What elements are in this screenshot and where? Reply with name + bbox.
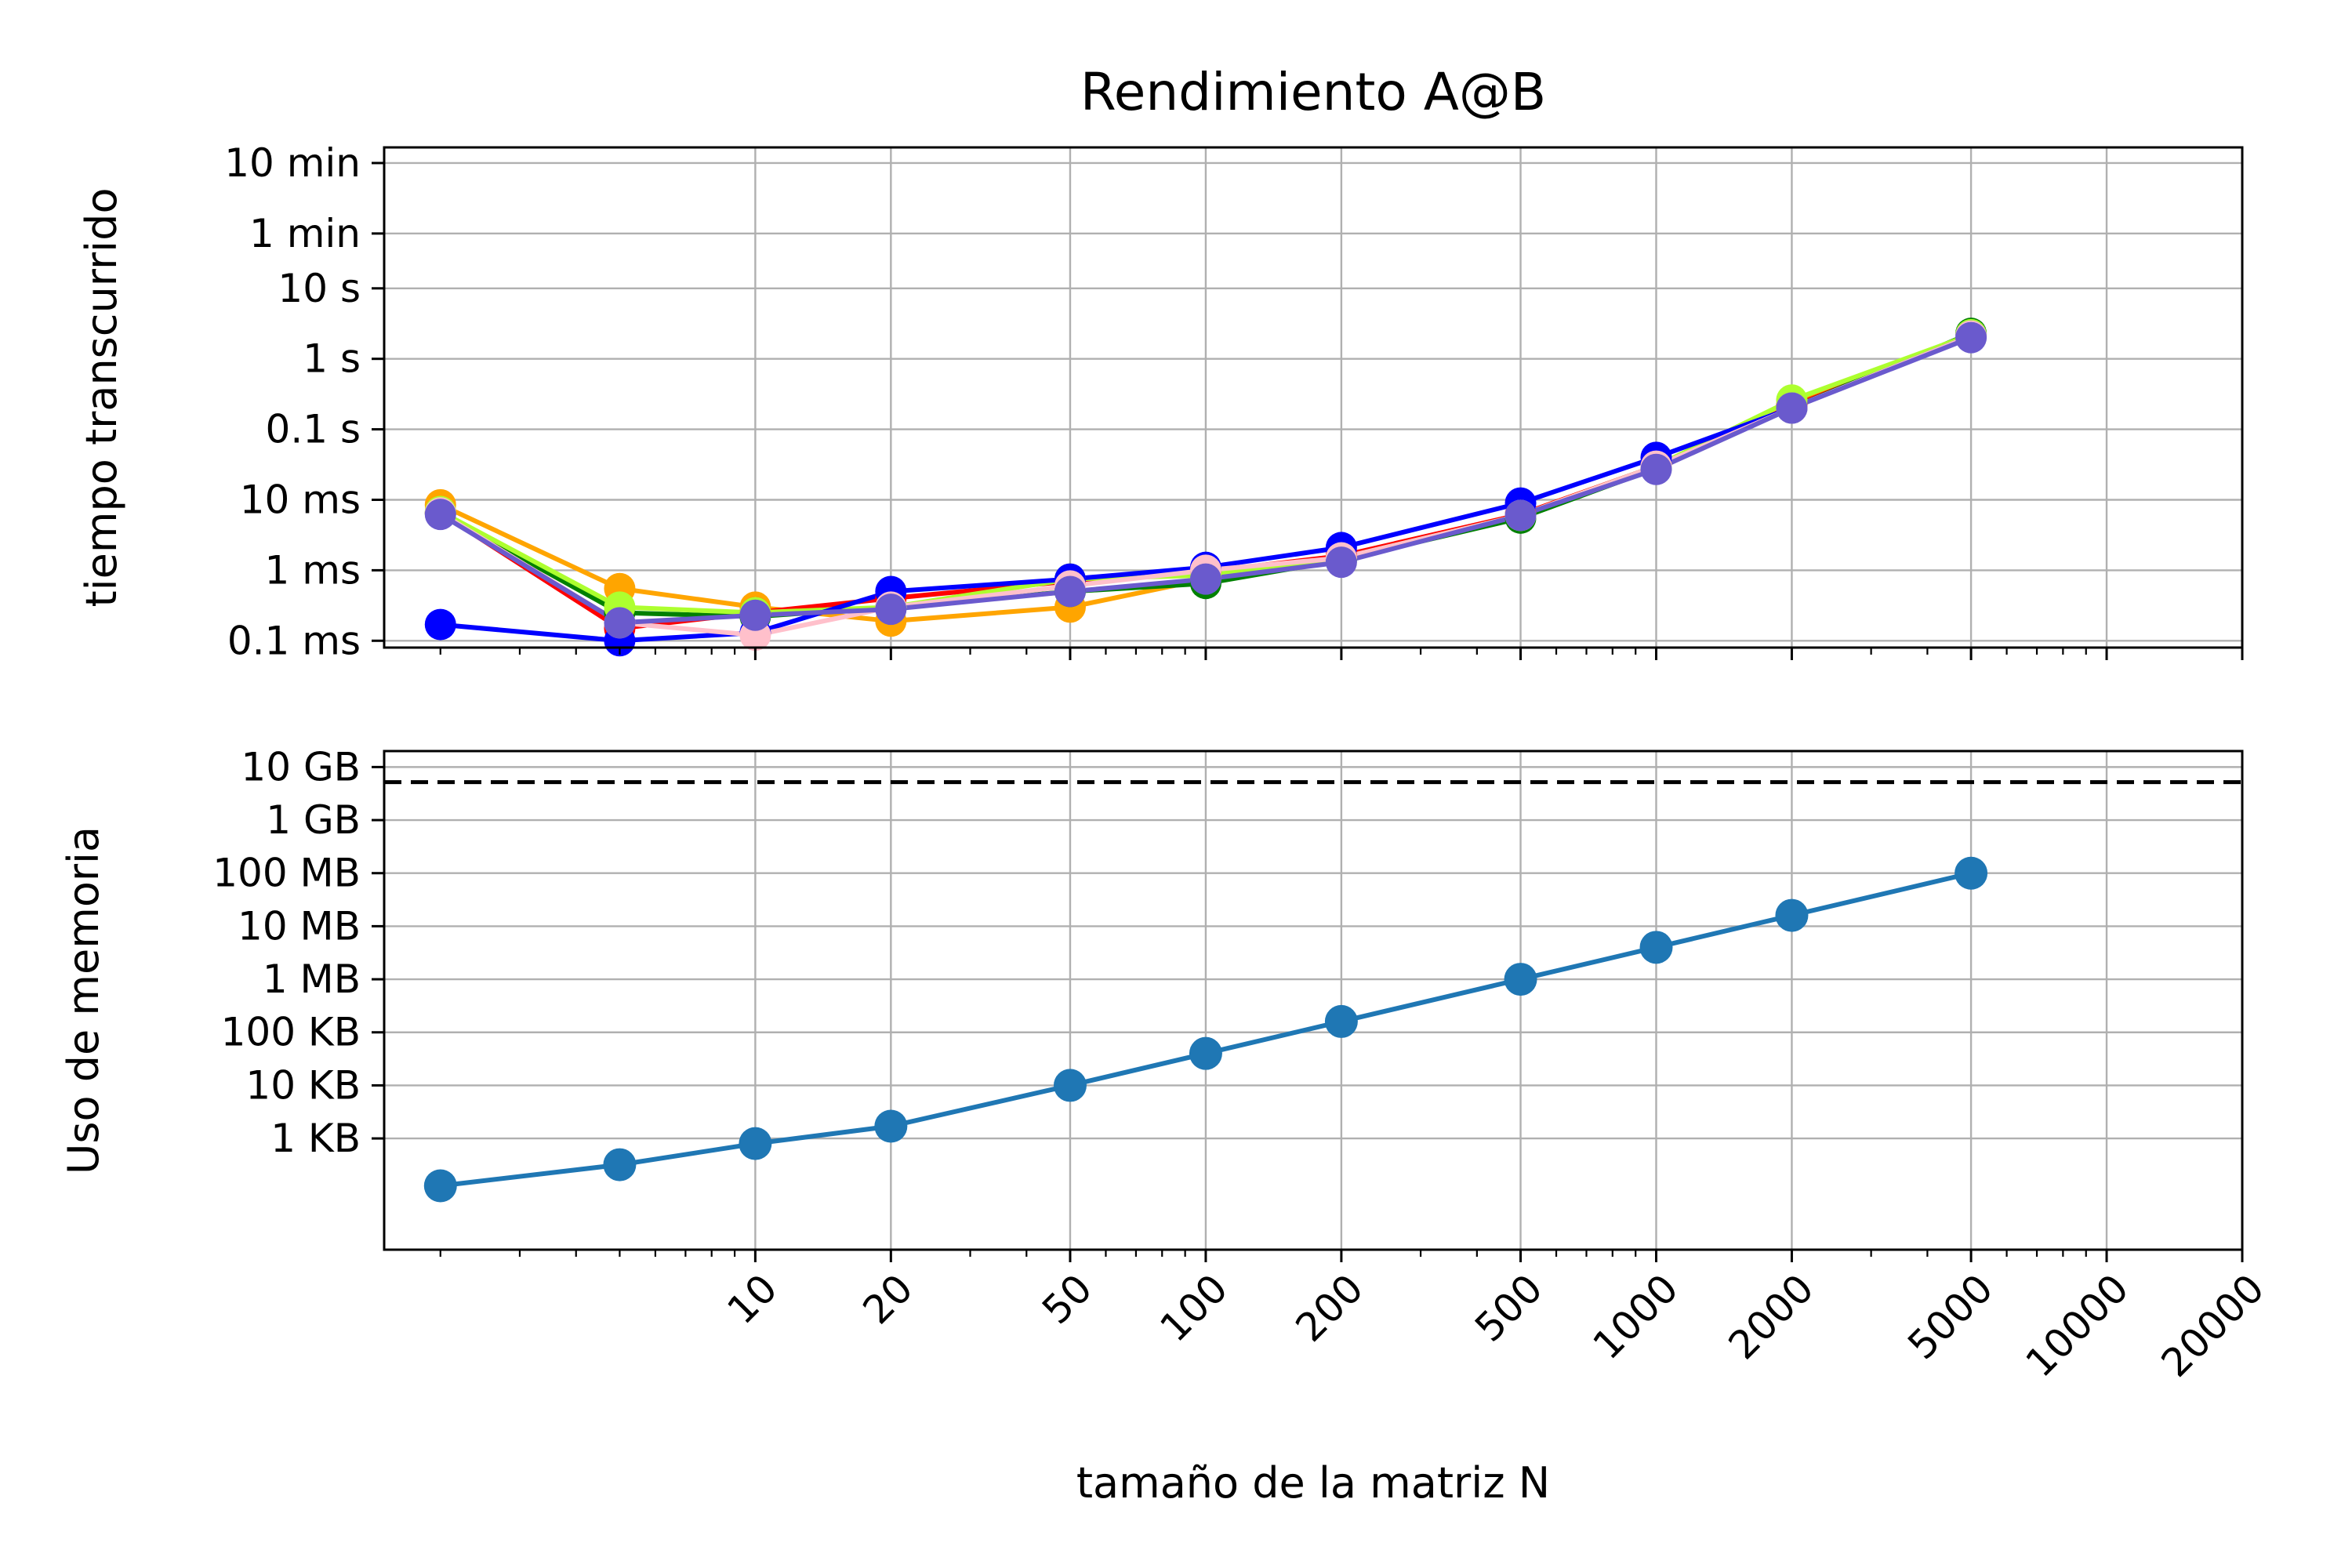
time-point-6-1	[604, 607, 636, 639]
time-point-6-10	[1955, 321, 1987, 354]
time-ytick-label: 0.1 ms	[227, 618, 361, 663]
time-point-4-0	[424, 608, 456, 641]
time-point-6-4	[1054, 575, 1086, 608]
memory-point-0-5	[1189, 1036, 1222, 1070]
time-series-points	[424, 318, 1987, 657]
memory-point-0-1	[603, 1148, 637, 1181]
memory-axes-frame	[383, 750, 2244, 1251]
memory-point-0-6	[1324, 1004, 1358, 1038]
memory-point-0-4	[1053, 1069, 1087, 1102]
memory-series-points	[423, 856, 1988, 1203]
time-point-6-9	[1776, 392, 1808, 424]
time-ytick-label: 1 ms	[265, 547, 361, 593]
time-point-6-6	[1325, 546, 1357, 579]
memory-y-axis-label: Uso de memoria	[59, 826, 108, 1174]
memory-grid	[384, 751, 2244, 1250]
memory-ytick-label: 10 KB	[245, 1062, 361, 1108]
time-ytick-label: 10 ms	[240, 477, 361, 522]
memory-point-0-2	[739, 1127, 772, 1160]
time-point-6-5	[1189, 563, 1221, 595]
memory-point-0-8	[1639, 931, 1673, 964]
chart-title: Rendimiento A@B	[1080, 62, 1546, 122]
memory-ytick-label: 100 KB	[221, 1010, 361, 1055]
memory-ytick-label: 10 GB	[241, 744, 361, 789]
time-ytick-label: 1 s	[303, 336, 361, 382]
time-panel: 0.1 ms 1 ms 10 ms 0.1 s 1 s 10 s 1 min 10 min R…	[77, 62, 2244, 663]
time-ytick-label: 10 s	[278, 266, 361, 311]
x-axis-label: tamaño de la matriz N	[1076, 1458, 1550, 1508]
time-ticks: 0.1 ms 1 ms 10 ms 0.1 s 1 s 10 s 1 min 10 min	[224, 140, 2244, 663]
time-ytick-label: 10 min	[224, 140, 361, 186]
memory-ytick-label: 100 MB	[212, 851, 361, 896]
memory-ytick-label: 10 MB	[238, 903, 361, 949]
time-point-6-8	[1640, 453, 1672, 485]
memory-point-0-0	[423, 1169, 457, 1203]
memory-ytick-label: 1 MB	[263, 956, 361, 1002]
memory-point-0-3	[874, 1109, 908, 1143]
time-point-6-2	[739, 599, 771, 631]
time-ytick-label: 1 min	[249, 211, 361, 256]
time-y-axis-label: tiempo transcurrido	[77, 188, 126, 608]
memory-point-0-10	[1955, 856, 1988, 890]
time-ytick-label: 0.1 s	[266, 407, 361, 452]
memory-point-0-7	[1504, 963, 1537, 996]
memory-point-0-9	[1775, 898, 1809, 932]
memory-ytick-label: 1 KB	[270, 1116, 361, 1161]
time-point-6-0	[424, 499, 456, 531]
time-point-6-7	[1504, 499, 1537, 532]
memory-ytick-label: 1 GB	[266, 797, 361, 843]
time-axes-frame	[383, 146, 2244, 649]
time-point-6-3	[875, 593, 907, 626]
